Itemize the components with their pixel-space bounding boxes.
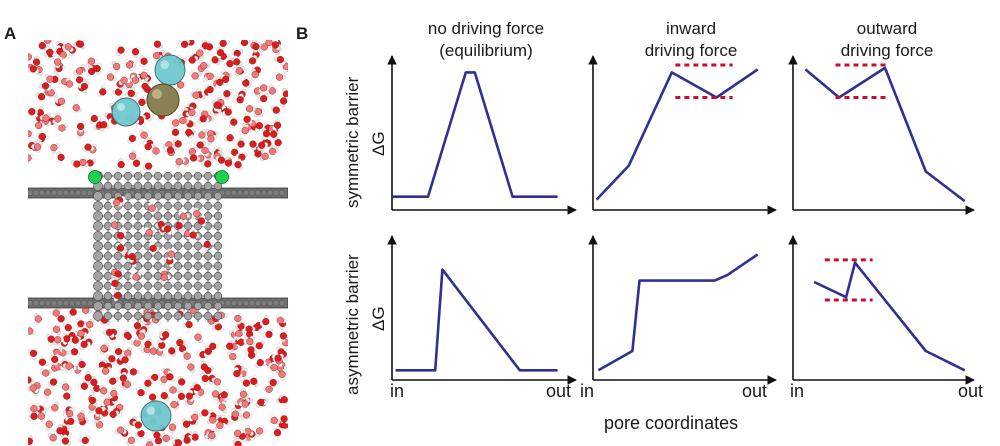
water-in-pore — [110, 195, 214, 302]
panel-a-letter: A — [4, 24, 17, 43]
free-energy-curve — [392, 71, 558, 198]
column-title-line2: driving force — [840, 41, 934, 60]
x-tick-in-3: in — [790, 381, 805, 401]
x-tick-out-1: out — [546, 381, 572, 401]
free-energy-curve — [813, 261, 966, 372]
column-title-line2: (equilibrium) — [439, 41, 533, 60]
free-energy-curve — [395, 268, 558, 372]
energy-plot-r0-c2 — [788, 55, 975, 215]
x-axis-label: pore coordinates — [604, 413, 739, 433]
water-bottom — [28, 303, 288, 446]
x-tick-in-1: in — [390, 381, 405, 401]
cyan-ion — [140, 400, 172, 432]
carbon-nanotube — [93, 171, 223, 322]
column-title-outward: outward driving force — [790, 18, 984, 62]
energy-plot-r1-c0 — [387, 235, 577, 385]
column-title-line1: outward — [856, 19, 918, 38]
x-tick-out-3: out — [958, 381, 984, 401]
column-title-line2: driving force — [644, 41, 738, 60]
panel-b-letter: B — [296, 24, 309, 43]
energy-plot-r0-c1 — [588, 55, 777, 215]
pore-rim-atom — [88, 170, 102, 184]
energy-plot-r0-c0 — [387, 55, 577, 215]
column-title-line1: inward — [665, 19, 717, 38]
column-title-equilibrium: no driving force (equilibrium) — [389, 18, 583, 62]
energy-plot-r1-c1 — [588, 235, 777, 385]
cyan-ion — [111, 97, 141, 127]
free-energy-curve — [595, 68, 759, 201]
column-title-line1: no driving force — [427, 19, 545, 38]
free-energy-curve — [597, 253, 759, 372]
x-tick-in-2: in — [580, 381, 595, 401]
gold-ion — [146, 83, 180, 117]
free-energy-curve — [804, 66, 966, 203]
energy-plot-r1-c2 — [788, 235, 975, 385]
column-title-inward: inward driving force — [594, 18, 788, 62]
x-tick-out-2: out — [742, 381, 768, 401]
cyan-ion — [154, 54, 186, 86]
pore-rim-atom — [215, 170, 229, 184]
simulation-snapshot-icon — [28, 40, 288, 446]
